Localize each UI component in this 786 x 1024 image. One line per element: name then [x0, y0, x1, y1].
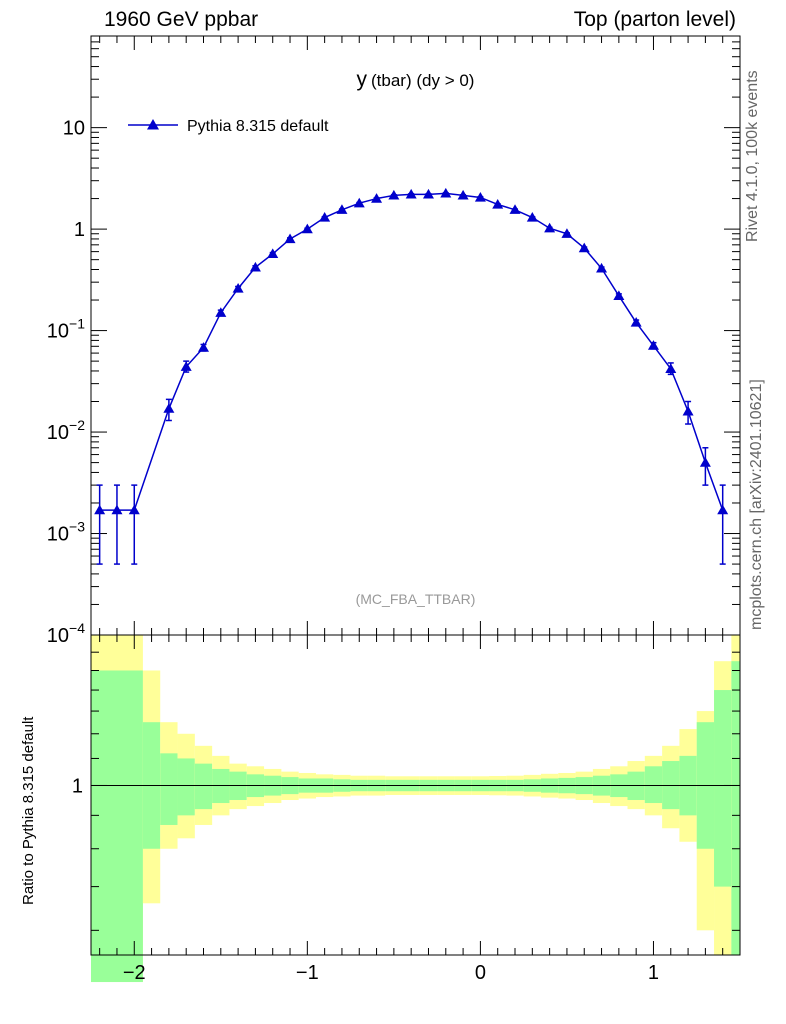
data-point — [111, 504, 123, 515]
data-point — [336, 204, 348, 214]
data-point — [180, 361, 192, 371]
data-point — [319, 212, 331, 222]
data-point — [301, 223, 313, 234]
ratio-bands — [91, 635, 740, 983]
x-tick-label: 0 — [475, 962, 486, 984]
x-tick-label: −1 — [296, 962, 319, 984]
data-point — [492, 198, 504, 209]
header-left-label: 1960 GeV ppbar — [104, 8, 259, 31]
data-point — [371, 193, 383, 203]
data-point — [578, 242, 590, 253]
data-point — [94, 504, 106, 515]
data-point — [422, 188, 434, 199]
legend-label: Pythia 8.315 default — [187, 118, 329, 135]
data-point — [388, 189, 400, 200]
y-tick-label-base: 10 — [47, 625, 69, 647]
ratio-band-inner — [731, 661, 740, 955]
data-point — [665, 363, 677, 373]
data-point — [215, 307, 227, 317]
data-point — [561, 228, 573, 238]
ratio-band-inner — [212, 768, 230, 804]
analysis-watermark: (MC_FBA_TTBAR) — [356, 591, 476, 607]
data-point — [596, 262, 608, 273]
data-point — [405, 188, 417, 199]
y-tick-label-base: 1 — [74, 219, 85, 241]
y-tick-label-base: 10 — [47, 524, 69, 546]
data-point — [353, 197, 365, 208]
data-point — [630, 317, 642, 327]
data-point — [647, 340, 659, 350]
ratio-band-inner — [644, 766, 663, 804]
ratio-band-inner — [714, 690, 732, 887]
legend: Pythia 8.315 default — [128, 118, 329, 135]
ratio-band-inner — [160, 753, 178, 825]
x-tick-label: 1 — [648, 962, 659, 984]
y-tick-label: 1 — [74, 219, 85, 241]
y-tick-label: 10−2 — [47, 417, 85, 444]
ratio-band-inner — [177, 758, 195, 816]
data-point — [682, 405, 694, 416]
ratio-y-tick-label: 1 — [72, 775, 83, 797]
y-tick-label-exp: −4 — [69, 620, 85, 636]
data-point — [699, 457, 711, 467]
y-tick-label-base: 10 — [47, 422, 69, 444]
data-point — [474, 191, 486, 202]
main-plot-title: y (tbar) (dy > 0) — [357, 68, 475, 91]
y-tick-label: 10−3 — [47, 519, 85, 546]
legend-marker — [147, 119, 159, 130]
data-point — [232, 282, 244, 293]
y-tick-label-exp: −1 — [69, 316, 85, 332]
y-tick-label-exp: −2 — [69, 417, 85, 433]
y-tick-label-exp: −3 — [69, 519, 85, 535]
data-point — [544, 222, 556, 233]
x-tick-label: −2 — [123, 962, 146, 984]
main-plot-title-sub: (tbar) (dy > 0) — [371, 71, 474, 90]
y-tick-label: 10−4 — [47, 620, 85, 647]
series-line — [99, 192, 724, 511]
data-point — [440, 187, 452, 198]
data-point — [284, 233, 296, 244]
y-tick-label-base: 10 — [63, 118, 85, 140]
data-point — [717, 504, 729, 515]
data-point — [128, 504, 140, 515]
main-series — [94, 187, 729, 565]
data-point — [163, 403, 175, 413]
data-point — [613, 290, 625, 300]
y-tick-label: 10 — [63, 118, 85, 140]
ratio-band-inner — [91, 670, 143, 983]
data-point — [249, 261, 261, 272]
data-point — [509, 204, 521, 214]
data-point — [526, 212, 538, 222]
header-right-label: Top (parton level) — [573, 8, 736, 31]
data-point — [197, 342, 209, 352]
y-tick-label: 10−1 — [47, 316, 85, 343]
y-tick-label-base: 10 — [47, 321, 69, 343]
data-point — [457, 189, 469, 200]
main-plot-title-main: y — [357, 68, 368, 91]
data-point — [267, 248, 279, 259]
ratio-band-inner — [194, 763, 213, 810]
